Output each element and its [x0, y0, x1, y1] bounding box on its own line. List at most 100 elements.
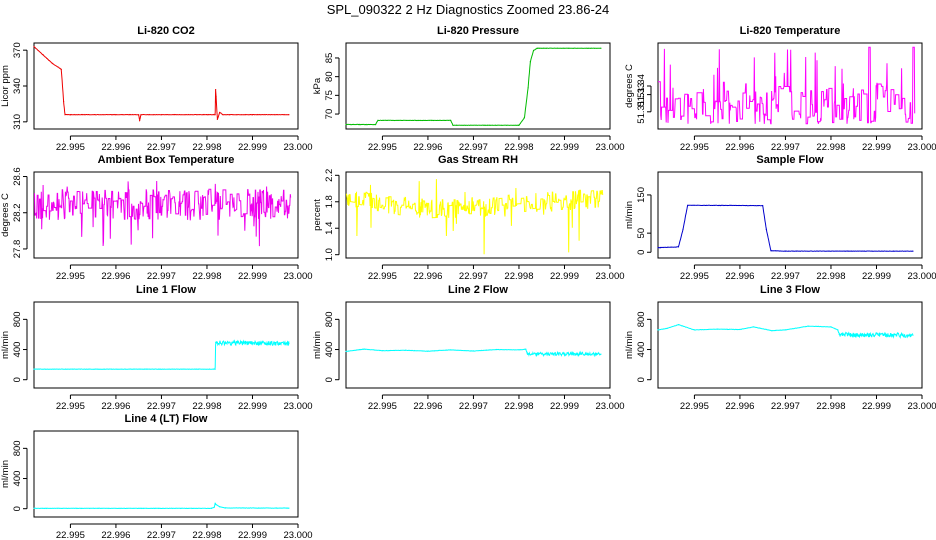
y-tick-label-rh: 2.2: [324, 169, 335, 182]
x-tick-label-sample_flow: 22.998: [816, 271, 845, 282]
y-tick-label-sample_flow: 150: [636, 187, 647, 203]
y-tick-label-rh: 1.0: [324, 248, 335, 261]
y-axis-title-sample_flow: ml/min: [624, 201, 635, 229]
plot-frame-co2: [33, 42, 299, 130]
x-tick-label-pressure: 22.998: [504, 142, 533, 153]
x-tick-label-pressure: 23.000: [595, 142, 624, 153]
x-tick-label-line3_flow: 22.997: [771, 401, 800, 412]
plot-frame-sample_flow: [657, 171, 923, 259]
y-axis-title-box_temp: degrees C: [0, 193, 11, 237]
x-tick-label-line4_flow: 22.999: [238, 530, 267, 540]
x-tick-label-box_temp: 22.997: [147, 271, 176, 282]
x-tick-label-co2: 22.999: [238, 142, 267, 153]
x-tick-label-line2_flow: 22.999: [550, 401, 579, 412]
figure-title: SPL_090322 2 Hz Diagnostics Zoomed 23.86…: [327, 2, 610, 17]
x-tick-label-licor_temp: 22.995: [680, 142, 709, 153]
series-line1_flow: [33, 339, 290, 370]
series-pressure: [345, 47, 602, 127]
x-tick-label-line1_flow: 22.995: [56, 401, 85, 412]
chart-panel-sample_flow: Sample Flow 22.995 22.996 22.997 22.998 22.99…: [624, 154, 936, 282]
x-tick-label-co2: 22.996: [101, 142, 130, 153]
y-tick-label-sample_flow: 0: [636, 250, 647, 255]
y-tick-label-line1_flow: 800: [12, 311, 23, 327]
chart-panel-rh: Gas Stream RH 22.995 22.996 22.997 22.998 22.…: [312, 154, 625, 282]
x-tick-label-line1_flow: 22.997: [147, 401, 176, 412]
series-line-line3_flow: [657, 324, 914, 339]
series-line-line2_flow: [345, 348, 602, 358]
y-axis-title-line4_flow: ml/min: [0, 460, 11, 488]
y-tick-label-sample_flow: 50: [636, 228, 647, 239]
plot-frame-pressure: [345, 42, 611, 130]
series-line-sample_flow: [658, 204, 913, 252]
x-tick-label-line2_flow: 22.997: [459, 401, 488, 412]
series-box_temp: [34, 180, 292, 247]
plot-frame-box_temp: [33, 171, 299, 259]
y-tick-label-line4_flow: 800: [12, 440, 23, 456]
x-tick-label-pressure: 22.999: [550, 142, 579, 153]
x-tick-label-box_temp: 22.995: [56, 271, 85, 282]
chart-panel-line2_flow: Line 2 Flow 22.995 22.996 22.997 22.998 22.99…: [312, 284, 625, 412]
x-tick-label-rh: 23.000: [595, 271, 624, 282]
x-tick-label-sample_flow: 22.996: [725, 271, 754, 282]
panel-title-co2: Li-820 CO2: [137, 25, 194, 37]
y-tick-label-line2_flow: 0: [324, 377, 335, 382]
y-axis-title-co2: Licor ppm: [0, 65, 11, 107]
plot-frame-line1_flow: [33, 301, 299, 389]
series-line-licor_temp: [658, 46, 916, 125]
x-tick-label-line2_flow: 22.996: [413, 401, 442, 412]
y-tick-label-line3_flow: 400: [636, 342, 647, 358]
x-tick-label-box_temp: 22.999: [238, 271, 267, 282]
x-tick-label-line4_flow: 22.998: [192, 530, 221, 540]
y-tick-label-pressure: 70: [324, 109, 335, 120]
series-line2_flow: [345, 348, 602, 358]
y-tick-label-co2: 370: [12, 42, 23, 58]
x-tick-label-sample_flow: 23.000: [907, 271, 936, 282]
y-axis-title-rh: percent: [312, 199, 323, 231]
x-tick-label-licor_temp: 23.000: [907, 142, 936, 153]
y-tick-label-line2_flow: 800: [324, 311, 335, 327]
x-tick-label-line3_flow: 22.995: [680, 401, 709, 412]
x-tick-label-line3_flow: 22.999: [862, 401, 891, 412]
x-tick-label-box_temp: 22.996: [101, 271, 130, 282]
x-tick-label-line3_flow: 22.996: [725, 401, 754, 412]
x-tick-label-co2: 22.995: [56, 142, 85, 153]
x-tick-label-sample_flow: 22.999: [862, 271, 891, 282]
series-co2: [33, 46, 290, 122]
plot-frame-line2_flow: [345, 301, 611, 389]
x-tick-label-co2: 23.000: [283, 142, 312, 153]
x-tick-label-line1_flow: 22.999: [238, 401, 267, 412]
series-licor_temp: [658, 46, 916, 125]
x-tick-label-co2: 22.998: [192, 142, 221, 153]
x-tick-label-line4_flow: 23.000: [283, 530, 312, 540]
x-tick-label-pressure: 22.996: [413, 142, 442, 153]
chart-panel-line3_flow: Line 3 Flow 22.995 22.996 22.997 22.998 22.99…: [624, 284, 936, 412]
x-tick-label-co2: 22.997: [147, 142, 176, 153]
x-tick-label-line1_flow: 23.000: [283, 401, 312, 412]
y-tick-label-pressure: 75: [324, 90, 335, 101]
y-tick-label-line4_flow: 0: [12, 506, 23, 511]
series-rh: [345, 179, 604, 255]
series-line3_flow: [657, 324, 914, 339]
series-line-pressure: [346, 47, 601, 127]
panel-title-line2_flow: Line 2 Flow: [448, 284, 508, 296]
y-tick-label-line4_flow: 400: [12, 471, 23, 487]
panel-title-line1_flow: Line 1 Flow: [136, 284, 196, 296]
plot-frame-licor_temp: [657, 42, 923, 130]
x-tick-label-pressure: 22.995: [368, 142, 397, 153]
x-tick-label-box_temp: 22.998: [192, 271, 221, 282]
x-tick-label-licor_temp: 22.997: [771, 142, 800, 153]
y-axis-title-line2_flow: ml/min: [312, 331, 323, 359]
series-sample_flow: [657, 204, 914, 252]
x-tick-label-rh: 22.997: [459, 271, 488, 282]
y-tick-label-line1_flow: 0: [12, 377, 23, 382]
chart-panel-pressure: Li-820 Pressure 22.995 22.996 22.997 22.998 2…: [312, 25, 625, 153]
y-tick-label-rh: 1.4: [324, 222, 335, 235]
y-tick-label-licor_temp: 51.33: [636, 83, 647, 107]
y-tick-label-licor_temp: 51.31: [636, 100, 647, 124]
y-tick-label-co2: 340: [12, 78, 23, 94]
x-tick-label-rh: 22.995: [368, 271, 397, 282]
x-tick-label-rh: 22.998: [504, 271, 533, 282]
series-line-line1_flow: [34, 339, 290, 370]
x-tick-label-sample_flow: 22.997: [771, 271, 800, 282]
